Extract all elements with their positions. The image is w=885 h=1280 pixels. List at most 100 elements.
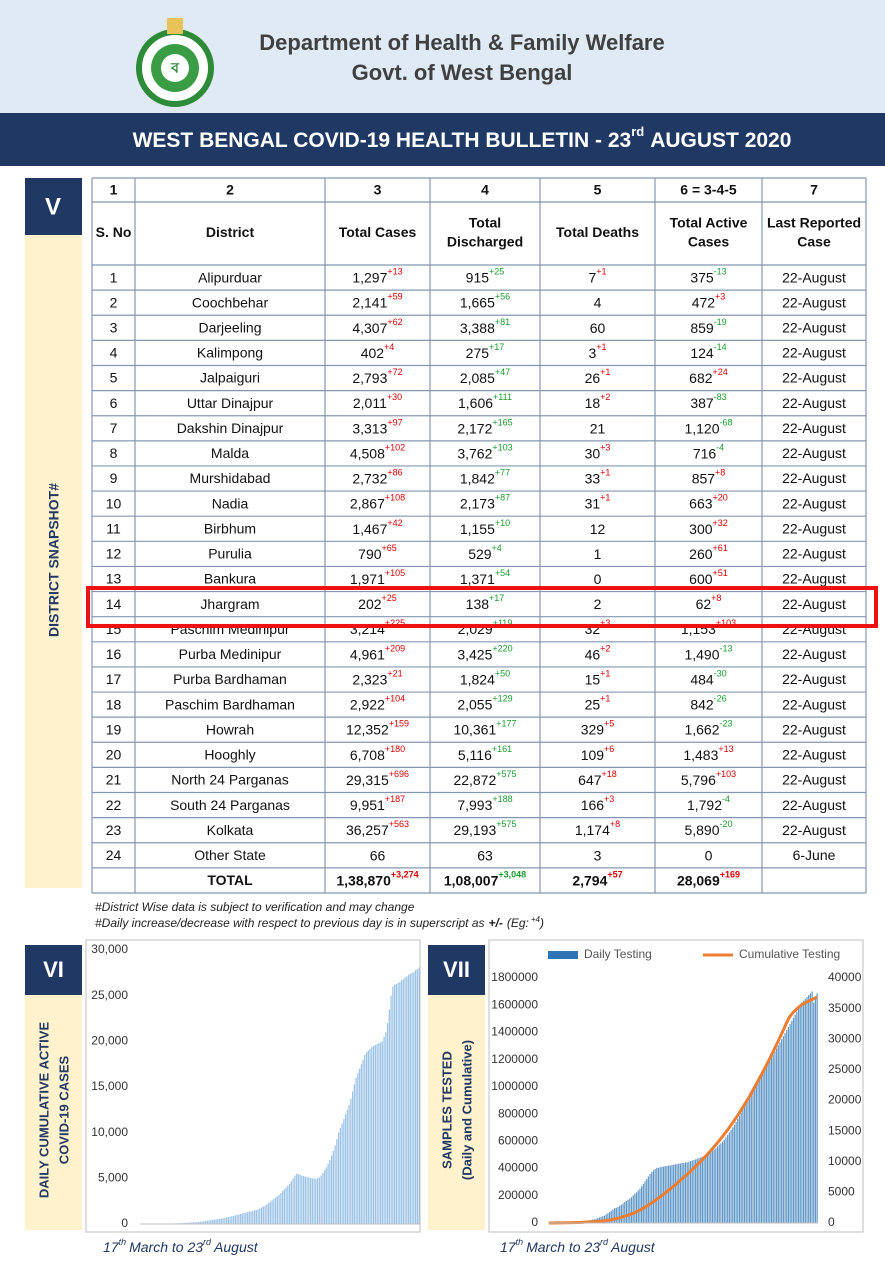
cell: Birbhum bbox=[204, 520, 256, 536]
cell-value: 2,793 bbox=[352, 370, 387, 386]
bar bbox=[413, 971, 415, 1224]
bar bbox=[732, 1127, 734, 1223]
cell: 4,508+102 bbox=[350, 443, 405, 461]
bar bbox=[754, 1088, 756, 1223]
y-axis-label: DAILY CUMULATIVE ACTIVE bbox=[36, 1022, 51, 1199]
y-tick-label: 1800000 bbox=[491, 970, 538, 984]
cell: 26+1 bbox=[585, 367, 611, 385]
cell: 22-August bbox=[782, 395, 846, 411]
cell-sup: -13 bbox=[714, 267, 727, 277]
caption-part: th bbox=[119, 1237, 127, 1247]
total-label: TOTAL bbox=[207, 872, 253, 888]
cell: 2,922+104 bbox=[350, 694, 405, 712]
bar bbox=[329, 1160, 331, 1224]
cell: 22-August bbox=[782, 747, 846, 763]
cell: 1,842+77 bbox=[460, 468, 510, 486]
cell: 22-August bbox=[782, 495, 846, 511]
cell-sup: +1 bbox=[600, 367, 610, 377]
bar bbox=[201, 1221, 203, 1224]
column-header: Case bbox=[797, 234, 831, 250]
bar bbox=[411, 972, 413, 1224]
bar bbox=[701, 1156, 703, 1223]
cell: 9 bbox=[110, 470, 118, 486]
cell-sup: +4 bbox=[492, 543, 502, 553]
bar bbox=[813, 1002, 815, 1223]
cell-value: 60 bbox=[590, 320, 606, 336]
bar bbox=[764, 1069, 766, 1223]
bar bbox=[688, 1161, 690, 1223]
bar bbox=[350, 1098, 352, 1224]
bar bbox=[796, 1011, 798, 1223]
bar bbox=[757, 1082, 759, 1223]
cell: 915+25 bbox=[466, 267, 505, 285]
cell: 1,120-68 bbox=[684, 418, 732, 436]
cell: 22-August bbox=[782, 370, 846, 386]
bar bbox=[320, 1175, 322, 1224]
cell-value: 2,055 bbox=[457, 696, 492, 712]
cell-sup: +119 bbox=[493, 619, 513, 629]
bar bbox=[297, 1174, 299, 1224]
cell: Kalimpong bbox=[197, 345, 263, 361]
caption-part: March to 23 bbox=[129, 1239, 203, 1255]
column-number: 3 bbox=[374, 182, 382, 198]
y-axis-label: (Daily and Cumulative) bbox=[459, 1040, 474, 1180]
legend-label: Cumulative Testing bbox=[739, 947, 840, 961]
cell-value: 2,141 bbox=[352, 294, 387, 310]
bar bbox=[381, 1041, 383, 1224]
bar bbox=[657, 1167, 660, 1223]
note-eg: (Eg: bbox=[507, 916, 529, 930]
bar bbox=[327, 1163, 329, 1224]
cell-sup: +62 bbox=[387, 317, 402, 327]
bar bbox=[634, 1193, 636, 1223]
cell: 22-August bbox=[782, 621, 846, 637]
cell-value: 1,606 bbox=[458, 395, 493, 411]
x-axis-caption: 17th March to 23rd August bbox=[103, 1237, 259, 1254]
cell-value: 32 bbox=[585, 621, 601, 637]
bar bbox=[770, 1057, 773, 1223]
bar bbox=[625, 1200, 628, 1223]
bar bbox=[353, 1084, 355, 1224]
cell-value: 4 bbox=[594, 294, 602, 310]
cell-value: 31 bbox=[585, 495, 601, 511]
bar bbox=[777, 1045, 779, 1223]
cell-sup: +105 bbox=[385, 568, 405, 578]
cell: 15 bbox=[106, 621, 122, 637]
bar bbox=[409, 973, 411, 1224]
cell-value: 663 bbox=[689, 495, 713, 511]
bar bbox=[259, 1208, 261, 1224]
cell-value: 1,371 bbox=[460, 571, 495, 587]
bar bbox=[194, 1222, 196, 1224]
bar bbox=[246, 1212, 249, 1224]
logo: ব bbox=[136, 18, 214, 107]
header-band bbox=[0, 0, 885, 113]
cell: 3,313+97 bbox=[352, 418, 402, 436]
bar bbox=[372, 1045, 375, 1224]
cell-sup: +563 bbox=[389, 820, 409, 830]
cell: 13 bbox=[106, 571, 122, 587]
cell-value: 1,665 bbox=[460, 294, 495, 310]
cell: 1,371+54 bbox=[460, 568, 510, 586]
cell-value: 2,029 bbox=[458, 621, 493, 637]
bar bbox=[787, 1027, 790, 1223]
bar bbox=[637, 1190, 639, 1223]
cell: 5,796+103 bbox=[681, 769, 736, 787]
bar bbox=[239, 1213, 242, 1224]
cell: 1,606+111 bbox=[458, 393, 512, 411]
legend-swatch bbox=[548, 951, 578, 959]
cell: 22-August bbox=[782, 445, 846, 461]
cell: 2,085+47 bbox=[460, 367, 510, 385]
bar bbox=[274, 1197, 277, 1224]
cell: 33+1 bbox=[585, 468, 611, 486]
cell: 3,762+103 bbox=[457, 443, 512, 461]
cell-value: 1,971 bbox=[350, 571, 385, 587]
legend-label: Daily Testing bbox=[584, 947, 652, 961]
caption-part: August bbox=[610, 1239, 656, 1255]
caption-part: 17 bbox=[500, 1239, 517, 1255]
cell: 22-August bbox=[782, 269, 846, 285]
cell: 6-June bbox=[793, 847, 836, 863]
bar bbox=[390, 995, 392, 1224]
bar bbox=[615, 1207, 617, 1223]
bar bbox=[769, 1060, 771, 1223]
cell: 790+65 bbox=[358, 543, 397, 561]
cell: 7 bbox=[110, 420, 118, 436]
